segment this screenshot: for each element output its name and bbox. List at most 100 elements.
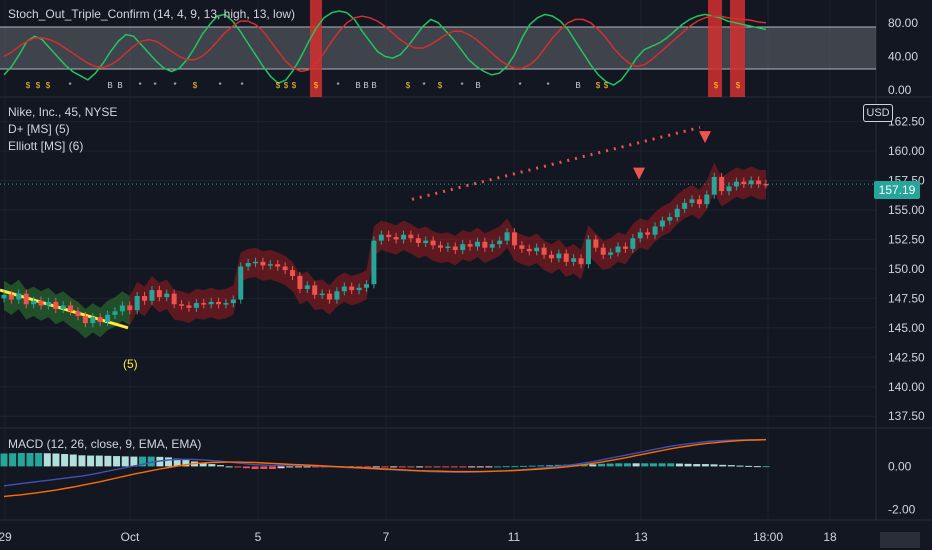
macd-histogram-bar (589, 464, 597, 467)
candle-body (497, 240, 503, 245)
candle-body (622, 246, 628, 249)
dplus-indicator-label: D+ [MS] (5) (8, 122, 70, 136)
x-axis-tick: 29 (0, 530, 12, 544)
candle-body (578, 258, 584, 265)
candle-body (756, 180, 762, 185)
macd-histogram-bar (546, 465, 554, 467)
candle-body (452, 246, 458, 251)
candle-body (548, 254, 554, 259)
price-y-tick: 137.50 (888, 409, 925, 423)
price-y-tick: 155.00 (888, 203, 925, 217)
candle-body (112, 311, 118, 315)
candle-body (511, 232, 517, 246)
price-y-tick: 147.50 (888, 291, 925, 305)
price-y-tick: 145.00 (888, 321, 925, 335)
macd-histogram-bar (104, 455, 112, 467)
price-y-tick: 140.00 (888, 380, 925, 394)
grid-lines (0, 0, 932, 521)
macd-histogram-bar (485, 466, 493, 468)
candle-body (290, 270, 296, 276)
macd-histogram-bar (745, 465, 753, 467)
macd-histogram-bar (528, 465, 536, 467)
candle-body (600, 247, 606, 255)
macd-histogram-bar (615, 463, 623, 467)
candle-body (201, 303, 207, 305)
candle-body (630, 238, 636, 249)
candle-body (541, 247, 547, 255)
macd-histogram-bar (511, 466, 519, 468)
stoch-marker: B (475, 81, 480, 90)
stoch-pane[interactable]: $ $ $ * B B * * * $ * * $ $ $ $ * B B B $ * $ * B * * B $ $ $ $ (0, 0, 876, 97)
stoch-marker: $ (406, 81, 411, 90)
candle-body (179, 304, 185, 306)
candle-body (674, 208, 680, 218)
macd-histogram-bar (17, 452, 25, 467)
stoch-marker: B (355, 81, 360, 90)
candle-body (430, 240, 436, 246)
stoch-marker: B (575, 81, 580, 90)
candle-body (474, 241, 480, 247)
stoch-marker: * (518, 81, 521, 90)
macd-histogram-bar (753, 466, 761, 468)
macd-histogram-bar (312, 466, 320, 468)
x-axis-tick: 18:00 (753, 530, 783, 544)
candle-body (593, 239, 599, 248)
macd-histogram-bar (121, 456, 129, 467)
candle-body (82, 316, 88, 324)
stoch-marker: * (240, 81, 243, 90)
x-axis-tick: 13 (634, 530, 648, 544)
macd-y-tick: -2.00 (888, 502, 916, 516)
elliott-indicator-label: Elliott [MS] (6) (8, 139, 84, 153)
macd-histogram-bar (139, 456, 147, 467)
price-pane[interactable] (0, 126, 876, 339)
macd-histogram-bar (251, 466, 259, 469)
macd-histogram-bar (52, 453, 60, 467)
candle-body (719, 176, 725, 192)
macd-histogram-bar (459, 466, 467, 468)
candle-body (393, 237, 399, 240)
macd-histogram-bar (199, 462, 207, 467)
elliott-dotted-line (411, 126, 701, 201)
stoch-marker: $ (604, 81, 609, 90)
candle-body (193, 303, 199, 308)
stoch-marker: $ (46, 81, 51, 90)
candle-body (105, 314, 111, 322)
macd-histogram-bar (494, 466, 502, 468)
currency-badge[interactable]: USD (863, 104, 893, 122)
candle-body (245, 263, 251, 267)
stoch-marker: $ (26, 81, 31, 90)
chart-settings-button[interactable] (880, 532, 920, 548)
macd-histogram-bar (450, 466, 458, 468)
macd-histogram-bar (286, 466, 294, 468)
stoch-marker: * (336, 81, 339, 90)
candle-body (260, 261, 266, 266)
candle-body (637, 232, 643, 239)
macd-histogram-bar (710, 464, 718, 467)
macd-histogram-bar (234, 466, 242, 468)
macd-histogram-bar (364, 466, 372, 468)
candle-body (741, 181, 747, 185)
macd-histogram-bar (537, 465, 545, 467)
candle-body (378, 234, 384, 241)
candle-body (216, 301, 222, 305)
stoch-marker: $ (736, 81, 741, 90)
macd-histogram-bar (476, 466, 484, 468)
stoch-marker: $ (314, 81, 319, 90)
candle-body (349, 286, 355, 291)
macd-histogram-bar (442, 466, 450, 468)
signal-line (3, 439, 767, 498)
macd-histogram-bar (554, 464, 562, 467)
candle-body (164, 293, 170, 298)
candle-body (341, 286, 347, 292)
candle-body (534, 247, 540, 252)
macd-histogram-bar (606, 463, 614, 467)
macd-pane[interactable] (0, 438, 770, 498)
macd-histogram-bar (26, 452, 34, 467)
x-axis-tick: 18 (823, 530, 837, 544)
candle-body (75, 311, 81, 317)
macd-histogram-bar (433, 466, 441, 468)
macd-histogram-bar (623, 463, 631, 467)
candle-body (238, 266, 244, 300)
price-y-tick: 160.00 (888, 144, 925, 158)
